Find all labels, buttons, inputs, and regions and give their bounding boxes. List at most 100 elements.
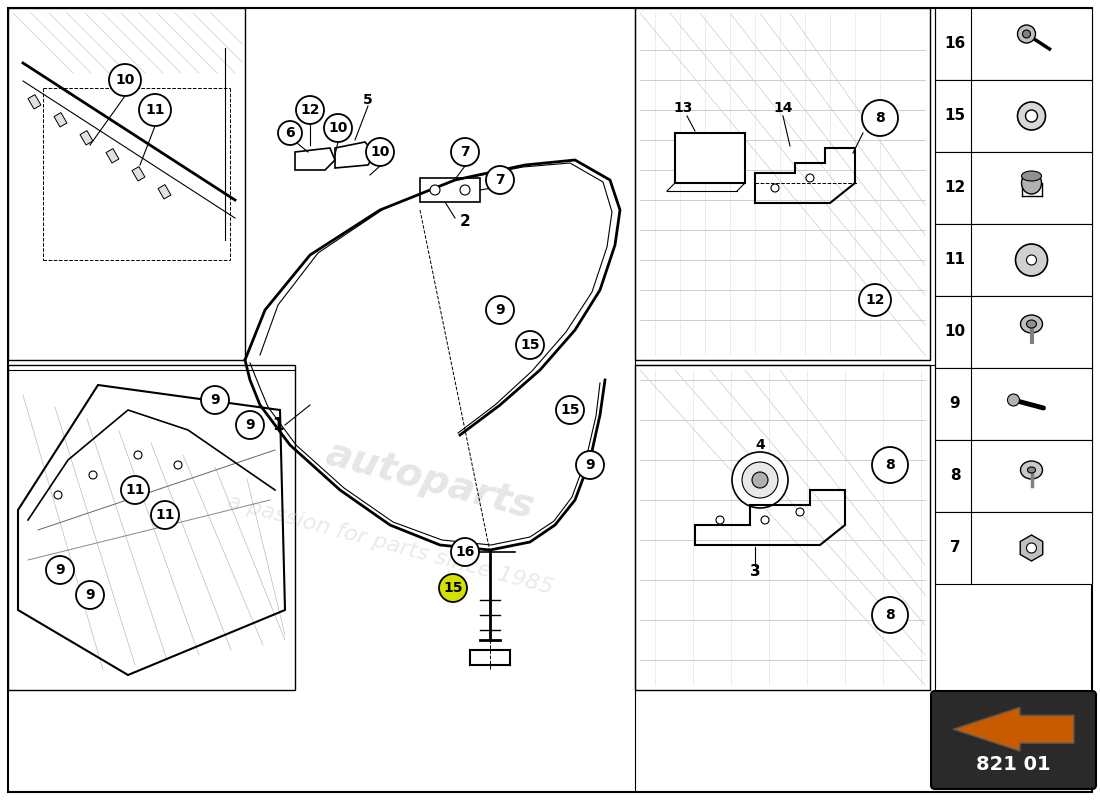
Circle shape: [752, 472, 768, 488]
Text: 10: 10: [945, 325, 966, 339]
Circle shape: [54, 491, 62, 499]
Circle shape: [872, 597, 908, 633]
Ellipse shape: [1022, 171, 1042, 181]
Text: 14: 14: [773, 101, 793, 115]
Text: 15: 15: [520, 338, 540, 352]
FancyBboxPatch shape: [8, 365, 295, 690]
Ellipse shape: [1022, 172, 1042, 194]
Text: 15: 15: [945, 109, 966, 123]
Text: 6: 6: [285, 126, 295, 140]
Text: 8: 8: [876, 111, 884, 125]
Text: 7: 7: [495, 173, 505, 187]
Text: 10: 10: [371, 145, 389, 159]
Circle shape: [460, 185, 470, 195]
FancyBboxPatch shape: [931, 691, 1096, 789]
Ellipse shape: [1027, 467, 1035, 473]
Bar: [28, 94, 41, 109]
Text: 10: 10: [116, 73, 134, 87]
Text: 2: 2: [460, 214, 471, 230]
Circle shape: [806, 174, 814, 182]
Ellipse shape: [1021, 461, 1043, 479]
FancyBboxPatch shape: [635, 8, 930, 360]
Text: 9: 9: [949, 397, 960, 411]
Circle shape: [576, 451, 604, 479]
Circle shape: [556, 396, 584, 424]
Text: 9: 9: [495, 303, 505, 317]
Circle shape: [89, 471, 97, 479]
Circle shape: [451, 538, 478, 566]
Polygon shape: [953, 707, 1074, 751]
Bar: [106, 149, 119, 163]
Circle shape: [1018, 25, 1035, 43]
Text: 9: 9: [55, 563, 65, 577]
Text: 12: 12: [945, 181, 966, 195]
Bar: [54, 113, 67, 127]
Circle shape: [1015, 244, 1047, 276]
Circle shape: [451, 138, 478, 166]
FancyBboxPatch shape: [675, 133, 745, 183]
Circle shape: [139, 94, 170, 126]
Text: 9: 9: [585, 458, 595, 472]
Text: 8: 8: [949, 469, 960, 483]
Text: 7: 7: [949, 541, 960, 555]
Text: 821 01: 821 01: [976, 755, 1050, 774]
Ellipse shape: [1026, 320, 1036, 328]
Text: 9: 9: [245, 418, 255, 432]
Circle shape: [1023, 30, 1031, 38]
Circle shape: [1025, 110, 1037, 122]
Text: 11: 11: [155, 508, 175, 522]
Bar: [158, 185, 170, 199]
Text: 16: 16: [455, 545, 475, 559]
Circle shape: [109, 64, 141, 96]
Text: 15: 15: [443, 581, 463, 595]
Circle shape: [862, 100, 898, 136]
Circle shape: [486, 166, 514, 194]
Circle shape: [742, 462, 778, 498]
Text: 1: 1: [273, 416, 284, 434]
FancyBboxPatch shape: [935, 368, 1092, 440]
Circle shape: [796, 508, 804, 516]
Bar: [80, 130, 92, 145]
Circle shape: [236, 411, 264, 439]
Text: a passion for parts since 1985: a passion for parts since 1985: [226, 492, 556, 598]
Circle shape: [201, 386, 229, 414]
Circle shape: [516, 331, 544, 359]
Circle shape: [1026, 255, 1036, 265]
Text: 11: 11: [145, 103, 165, 117]
Text: 12: 12: [300, 103, 320, 117]
Circle shape: [1008, 394, 1020, 406]
FancyBboxPatch shape: [935, 8, 1092, 80]
FancyBboxPatch shape: [935, 224, 1092, 296]
Text: 3: 3: [750, 565, 760, 579]
Text: 15: 15: [560, 403, 580, 417]
FancyBboxPatch shape: [935, 152, 1092, 224]
Circle shape: [366, 138, 394, 166]
Text: 11: 11: [945, 253, 966, 267]
Text: autoparts: autoparts: [321, 434, 538, 526]
FancyBboxPatch shape: [935, 440, 1092, 512]
Circle shape: [134, 451, 142, 459]
Circle shape: [771, 184, 779, 192]
Bar: [132, 166, 145, 181]
Circle shape: [716, 516, 724, 524]
FancyBboxPatch shape: [8, 8, 245, 360]
FancyBboxPatch shape: [935, 512, 1092, 584]
Text: 12: 12: [866, 293, 884, 307]
Polygon shape: [1020, 535, 1043, 561]
Text: 11: 11: [125, 483, 145, 497]
FancyBboxPatch shape: [935, 296, 1092, 368]
Text: 8: 8: [886, 608, 895, 622]
Text: 13: 13: [673, 101, 693, 115]
Circle shape: [486, 296, 514, 324]
FancyBboxPatch shape: [935, 80, 1092, 152]
Circle shape: [430, 185, 440, 195]
Text: 10: 10: [328, 121, 348, 135]
Ellipse shape: [1021, 315, 1043, 333]
Text: 4: 4: [755, 438, 764, 452]
Circle shape: [151, 501, 179, 529]
Circle shape: [296, 96, 324, 124]
Circle shape: [1018, 102, 1045, 130]
Text: 9: 9: [210, 393, 220, 407]
FancyBboxPatch shape: [8, 8, 1092, 792]
Text: 16: 16: [945, 37, 966, 51]
